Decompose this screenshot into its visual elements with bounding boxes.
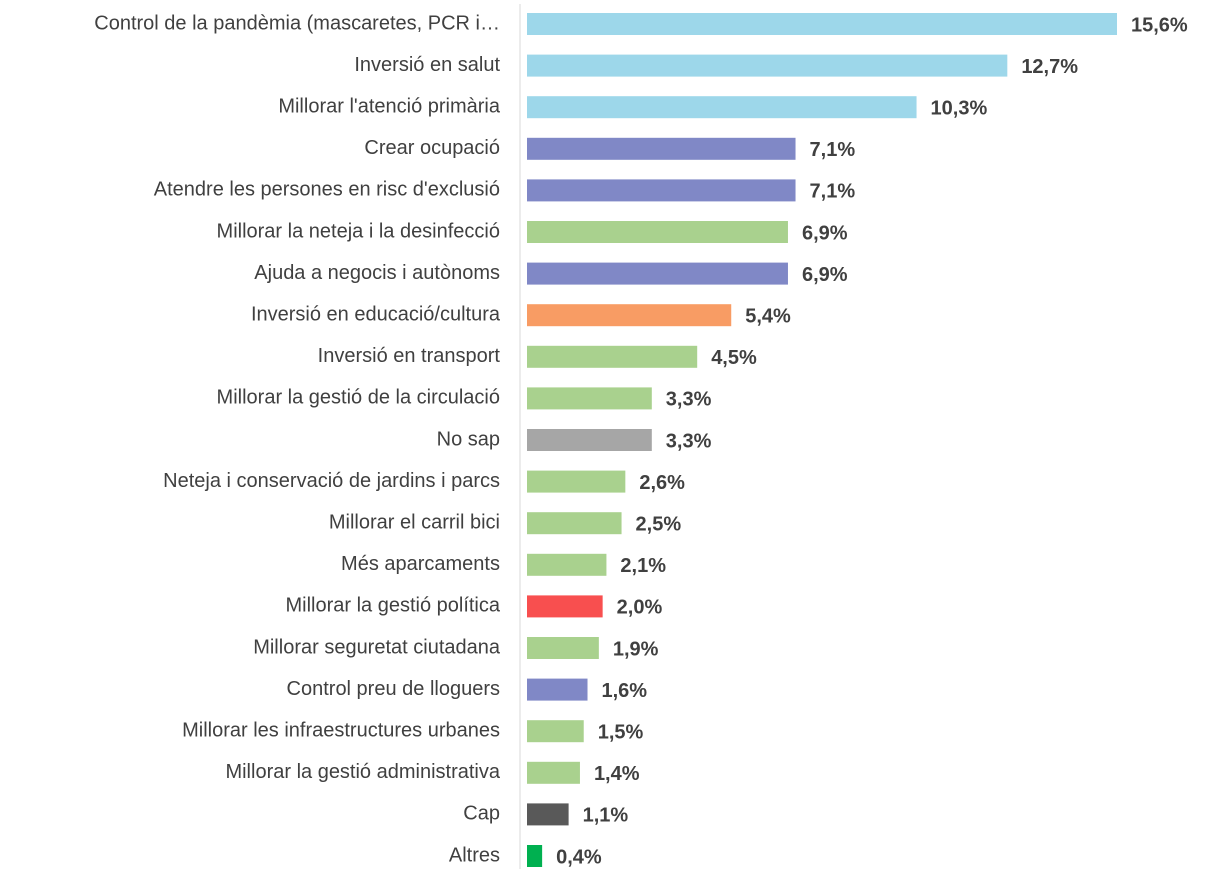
y-tick-label: Millorar la neteja i la desinfecció bbox=[217, 220, 500, 242]
bar bbox=[527, 263, 788, 285]
value-label: 4,5% bbox=[711, 347, 757, 369]
bar bbox=[527, 221, 788, 243]
y-tick-label: Millorar la gestió administrativa bbox=[225, 761, 500, 783]
bar bbox=[527, 179, 796, 201]
value-label: 1,6% bbox=[602, 680, 648, 702]
value-label: 1,9% bbox=[613, 638, 659, 660]
value-label: 15,6% bbox=[1131, 14, 1188, 36]
y-tick-label: Ajuda a negocis i autònoms bbox=[254, 262, 500, 284]
y-tick-label: Millorar la gestió política bbox=[285, 595, 500, 617]
bar bbox=[527, 512, 622, 534]
bar bbox=[527, 595, 603, 617]
bar bbox=[527, 845, 542, 867]
bar bbox=[527, 13, 1117, 35]
bar bbox=[527, 762, 580, 784]
value-label: 12,7% bbox=[1021, 56, 1078, 78]
value-label: 2,1% bbox=[620, 555, 666, 577]
y-tick-label: Control de la pandèmia (mascaretes, PCR … bbox=[94, 12, 500, 34]
y-tick-label: Millorar seguretat ciutadana bbox=[253, 636, 501, 658]
value-label: 6,9% bbox=[802, 222, 848, 244]
value-label: 0,4% bbox=[556, 846, 602, 868]
bar bbox=[527, 720, 584, 742]
bar bbox=[527, 346, 697, 368]
bar bbox=[527, 429, 652, 451]
value-label: 5,4% bbox=[745, 305, 791, 327]
bar bbox=[527, 304, 731, 326]
bar bbox=[527, 679, 588, 701]
y-tick-label: Control preu de lloguers bbox=[287, 678, 500, 700]
value-label: 1,4% bbox=[594, 763, 640, 785]
bar bbox=[527, 471, 625, 493]
y-tick-label: Altres bbox=[449, 844, 500, 866]
bar bbox=[527, 55, 1007, 77]
y-tick-label: Inversió en transport bbox=[318, 345, 501, 367]
y-tick-label: Inversió en educació/cultura bbox=[251, 303, 501, 325]
bar bbox=[527, 387, 652, 409]
bar bbox=[527, 96, 917, 118]
value-label: 7,1% bbox=[810, 139, 856, 161]
y-tick-label: Millorar l'atenció primària bbox=[278, 95, 501, 117]
value-label: 2,6% bbox=[639, 472, 685, 494]
value-label: 10,3% bbox=[931, 97, 988, 119]
value-label: 6,9% bbox=[802, 264, 848, 286]
value-label: 3,3% bbox=[666, 430, 712, 452]
value-label: 2,0% bbox=[617, 597, 663, 619]
value-label: 7,1% bbox=[810, 181, 856, 203]
y-tick-label: Crear ocupació bbox=[364, 137, 500, 159]
chart: Control de la pandèmia (mascaretes, PCR … bbox=[0, 0, 1223, 869]
value-label: 2,5% bbox=[636, 513, 682, 535]
y-tick-label: Millorar les infraestructures urbanes bbox=[182, 719, 500, 741]
value-label: 1,5% bbox=[598, 721, 644, 743]
value-label: 3,3% bbox=[666, 389, 712, 411]
y-tick-label: Atendre les persones en risc d'exclusió bbox=[154, 179, 500, 201]
y-tick-label: Cap bbox=[463, 803, 500, 825]
value-label: 1,1% bbox=[583, 805, 629, 827]
y-tick-label: Inversió en salut bbox=[354, 54, 500, 76]
bar bbox=[527, 138, 796, 160]
y-tick-label: No sap bbox=[437, 428, 500, 450]
bar bbox=[527, 554, 606, 576]
y-tick-label: Més aparcaments bbox=[341, 553, 500, 575]
y-tick-label: Millorar el carril bici bbox=[329, 511, 500, 533]
y-tick-label: Neteja i conservació de jardins i parcs bbox=[163, 470, 500, 492]
y-tick-label: Millorar la gestió de la circulació bbox=[217, 387, 500, 409]
bar bbox=[527, 637, 599, 659]
bar bbox=[527, 803, 569, 825]
